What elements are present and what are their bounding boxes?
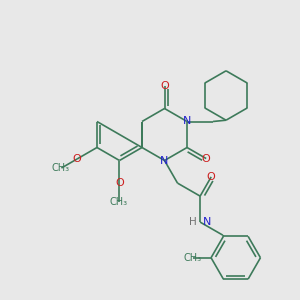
Text: CH₃: CH₃ — [51, 163, 70, 173]
Text: N: N — [183, 116, 191, 127]
Text: O: O — [115, 178, 124, 188]
Text: O: O — [73, 154, 82, 164]
Text: O: O — [160, 81, 169, 92]
Text: O: O — [202, 154, 211, 164]
Text: CH₃: CH₃ — [184, 253, 202, 263]
Text: CH₃: CH₃ — [110, 196, 128, 207]
Text: O: O — [207, 172, 216, 182]
Text: N: N — [160, 155, 169, 166]
Text: H: H — [189, 217, 197, 227]
Text: N: N — [203, 217, 212, 227]
